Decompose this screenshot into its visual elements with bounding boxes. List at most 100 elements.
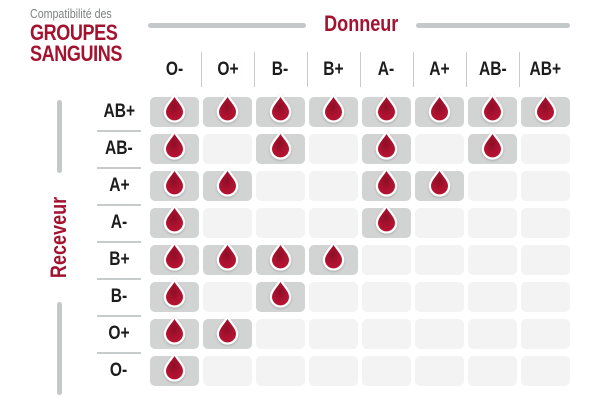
col-header-B-: B- [256,57,305,83]
title-eyebrow-text: Compatibilité des [30,6,112,21]
cell-receiver-O--donor-B- [256,356,305,386]
cell-receiver-A+-donor-O- [150,167,199,201]
cell-receiver-AB--donor-B+ [309,134,358,164]
blood-drop-icon [163,352,186,382]
cell-receiver-B--donor-B- [256,278,305,312]
cell-receiver-O+-donor-AB+ [521,319,570,349]
donor-axis-label: Donneur [311,11,411,37]
row-label-text: B- [110,286,128,307]
cell-receiver-AB--donor-O- [150,130,199,164]
col-header-divider [306,52,308,87]
title-main-line2: SANGUINS [30,41,160,66]
cell-receiver-AB--donor-A+ [415,134,464,164]
row-label-text: O+ [108,323,130,344]
cell-receiver-AB+-donor-B+ [309,93,358,127]
cell-receiver-B+-donor-A+ [415,245,464,275]
col-header-text: A+ [429,59,450,80]
receiver-axis-line-bottom [57,302,62,395]
cell-receiver-A--donor-AB+ [521,208,570,238]
blood-drop-icon [163,167,186,197]
cell-receiver-O--donor-A+ [415,356,464,386]
donor-axis-line-right [416,23,570,28]
row-label-B-: B- [97,282,141,312]
cell-receiver-A+-donor-A- [362,167,411,201]
col-header-text: AB- [478,59,507,80]
cell-receiver-O--donor-O- [150,352,199,386]
row-label-divider [97,352,141,354]
blood-drop-icon [163,130,186,160]
blood-drop-icon [163,204,186,234]
cell-receiver-O+-donor-A- [362,319,411,349]
cell-receiver-B--donor-O- [150,278,199,312]
row-label-divider [97,204,141,206]
col-header-text: O+ [216,59,239,80]
cell-receiver-A--donor-O- [150,204,199,238]
col-header-divider [412,52,414,87]
cell-receiver-B--donor-AB+ [521,282,570,312]
col-header-A+: A+ [415,57,464,83]
blood-drop-icon [163,241,186,271]
donor-axis-line-left [148,23,306,28]
receiver-axis-line-top [57,100,62,173]
cell-receiver-AB--donor-AB- [468,130,517,164]
blood-drop-icon [216,241,239,271]
blood-drop-icon [216,167,239,197]
blood-drop-icon [481,93,504,123]
receiver-axis-label-text: Receveur [46,196,71,278]
col-header-A-: A- [362,57,411,83]
donor-axis-label-text: Donneur [323,11,399,36]
row-label-divider [97,278,141,280]
row-label-divider [97,167,141,169]
col-header-AB-: AB- [468,57,517,83]
blood-drop-icon [375,204,398,234]
cell-receiver-B+-donor-B+ [309,241,358,275]
row-label-text: AB- [105,138,133,159]
cell-receiver-B+-donor-B- [256,241,305,275]
blood-drop-icon [481,130,504,160]
col-header-text: A- [378,59,395,80]
cell-receiver-A--donor-A- [362,204,411,238]
cell-receiver-O--donor-A- [362,356,411,386]
row-label-divider [97,315,141,317]
row-label-text: O- [110,360,128,381]
col-header-text: B+ [323,59,344,80]
row-label-divider [97,130,141,132]
title-main-line1-text: GROUPES [30,20,118,45]
cell-receiver-AB--donor-AB+ [521,134,570,164]
row-label-O-: O- [97,356,141,386]
cell-receiver-A--donor-O+ [203,208,252,238]
cell-receiver-AB--donor-A- [362,130,411,164]
blood-drop-icon [269,241,292,271]
cell-receiver-B+-donor-O+ [203,241,252,275]
cell-receiver-A--donor-B+ [309,208,358,238]
cell-receiver-AB--donor-B- [256,130,305,164]
row-label-AB-: AB- [97,134,141,164]
cell-receiver-A+-donor-AB+ [521,171,570,201]
col-header-AB+: AB+ [521,57,570,83]
cell-receiver-A+-donor-B+ [309,171,358,201]
row-label-AB+: AB+ [97,97,141,127]
donor-column-headers: O- O+ B- B+ A- A+ AB- AB+ [150,52,570,87]
cell-receiver-A+-donor-O+ [203,167,252,201]
cell-receiver-A--donor-A+ [415,208,464,238]
cell-receiver-B+-donor-AB- [468,245,517,275]
cell-receiver-O+-donor-AB- [468,319,517,349]
col-header-B+: B+ [309,57,358,83]
blood-drop-icon [428,93,451,123]
cell-receiver-O+-donor-B- [256,319,305,349]
col-header-O-: O- [150,57,199,83]
col-header-divider [359,52,361,87]
col-header-divider [253,52,255,87]
row-label-text: AB+ [103,101,135,122]
title-eyebrow: Compatibilité des [30,6,160,22]
title-main-line2-text: SANGUINS [30,41,122,66]
row-label-B+: B+ [97,245,141,275]
row-label-A-: A- [97,208,141,238]
cell-receiver-B--donor-AB- [468,282,517,312]
row-label-O+: O+ [97,319,141,349]
cell-receiver-O+-donor-A+ [415,319,464,349]
row-label-text: B+ [108,249,130,270]
blood-drop-icon [269,93,292,123]
receiver-axis-label: Receveur [46,167,71,307]
